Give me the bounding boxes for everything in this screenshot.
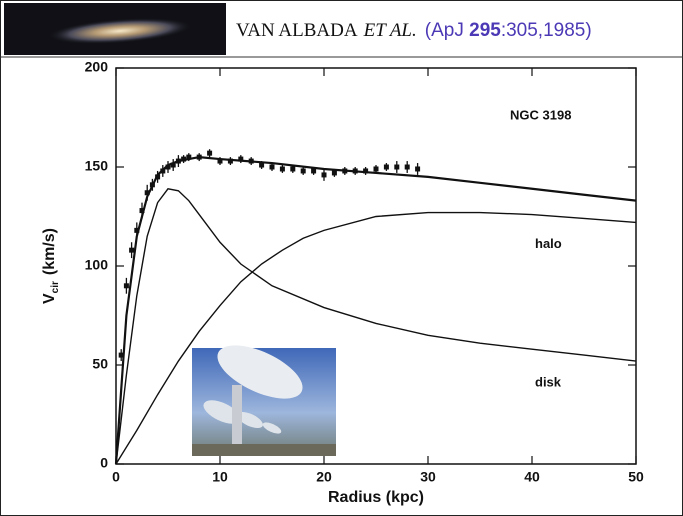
ref-rest: :305,1985)	[501, 20, 592, 41]
telescope-image	[192, 345, 336, 456]
y-axis-label: Vcir (km/s)	[41, 228, 61, 304]
y-tick-label: 0	[100, 455, 108, 471]
x-tick-label: 50	[628, 469, 644, 485]
data-point	[181, 156, 187, 162]
data-point	[175, 158, 181, 164]
data-point	[196, 154, 202, 160]
data-point	[373, 166, 379, 172]
curve-label: disk	[535, 374, 562, 389]
curve	[115, 211, 637, 465]
y-tick-label: 200	[85, 59, 109, 75]
data-point	[238, 156, 244, 162]
galaxy-shape	[48, 18, 192, 44]
data-point	[155, 174, 161, 180]
y-tick-label: 150	[85, 158, 109, 174]
data-point	[311, 168, 317, 174]
x-tick-label: 30	[420, 469, 436, 485]
data-point	[248, 158, 254, 164]
x-tick-label: 40	[524, 469, 540, 485]
x-tick-label: 0	[112, 469, 120, 485]
data-point	[165, 164, 171, 170]
data-point	[217, 158, 223, 164]
header-citation: VAN ALBADA ET AL. (ApJ 295:305,1985)	[236, 20, 592, 41]
x-axis-label: Radius (kpc)	[328, 489, 424, 506]
data-point	[300, 168, 306, 174]
ref-volume: 295	[469, 20, 501, 41]
data-point	[134, 227, 140, 233]
data-point	[269, 164, 275, 170]
curve-label: halo	[535, 236, 562, 251]
data-point	[394, 164, 400, 170]
data-point	[170, 162, 176, 168]
x-tick-label: 10	[212, 469, 228, 485]
data-point	[383, 164, 389, 170]
plot: 0 10 20 30 40 50 0 50 100 150 200 Radius (kpc) Vcir (…	[41, 59, 644, 506]
data-point	[363, 168, 369, 174]
data-point	[321, 172, 327, 178]
annotation: NGC 3198	[510, 107, 571, 122]
data-point	[129, 247, 135, 253]
data-point	[207, 150, 213, 156]
data-point	[290, 166, 296, 172]
data-point	[342, 168, 348, 174]
data-point	[118, 352, 124, 358]
data-point	[139, 208, 145, 214]
data-point	[149, 182, 155, 188]
data-point	[415, 166, 421, 172]
curve	[115, 188, 637, 465]
y-label-main: V	[41, 293, 58, 304]
ref-open: (ApJ	[425, 20, 469, 41]
data-point	[352, 168, 358, 174]
data-point	[331, 170, 337, 176]
y-label-sub: cir	[50, 281, 61, 293]
data-point	[186, 154, 192, 160]
data-point	[259, 162, 265, 168]
authors: VAN ALBADA	[236, 20, 358, 41]
y-tick-label: 50	[92, 356, 108, 372]
data-point	[227, 158, 233, 164]
et-al: ET AL.	[363, 20, 417, 41]
x-tick-label: 20	[316, 469, 332, 485]
data-point	[144, 190, 150, 196]
data-point	[279, 166, 285, 172]
data-point	[160, 168, 166, 174]
data-point	[404, 164, 410, 170]
data-point	[123, 283, 129, 289]
y-label-unit: (km/s)	[41, 228, 58, 275]
y-tick-label: 100	[85, 257, 109, 273]
